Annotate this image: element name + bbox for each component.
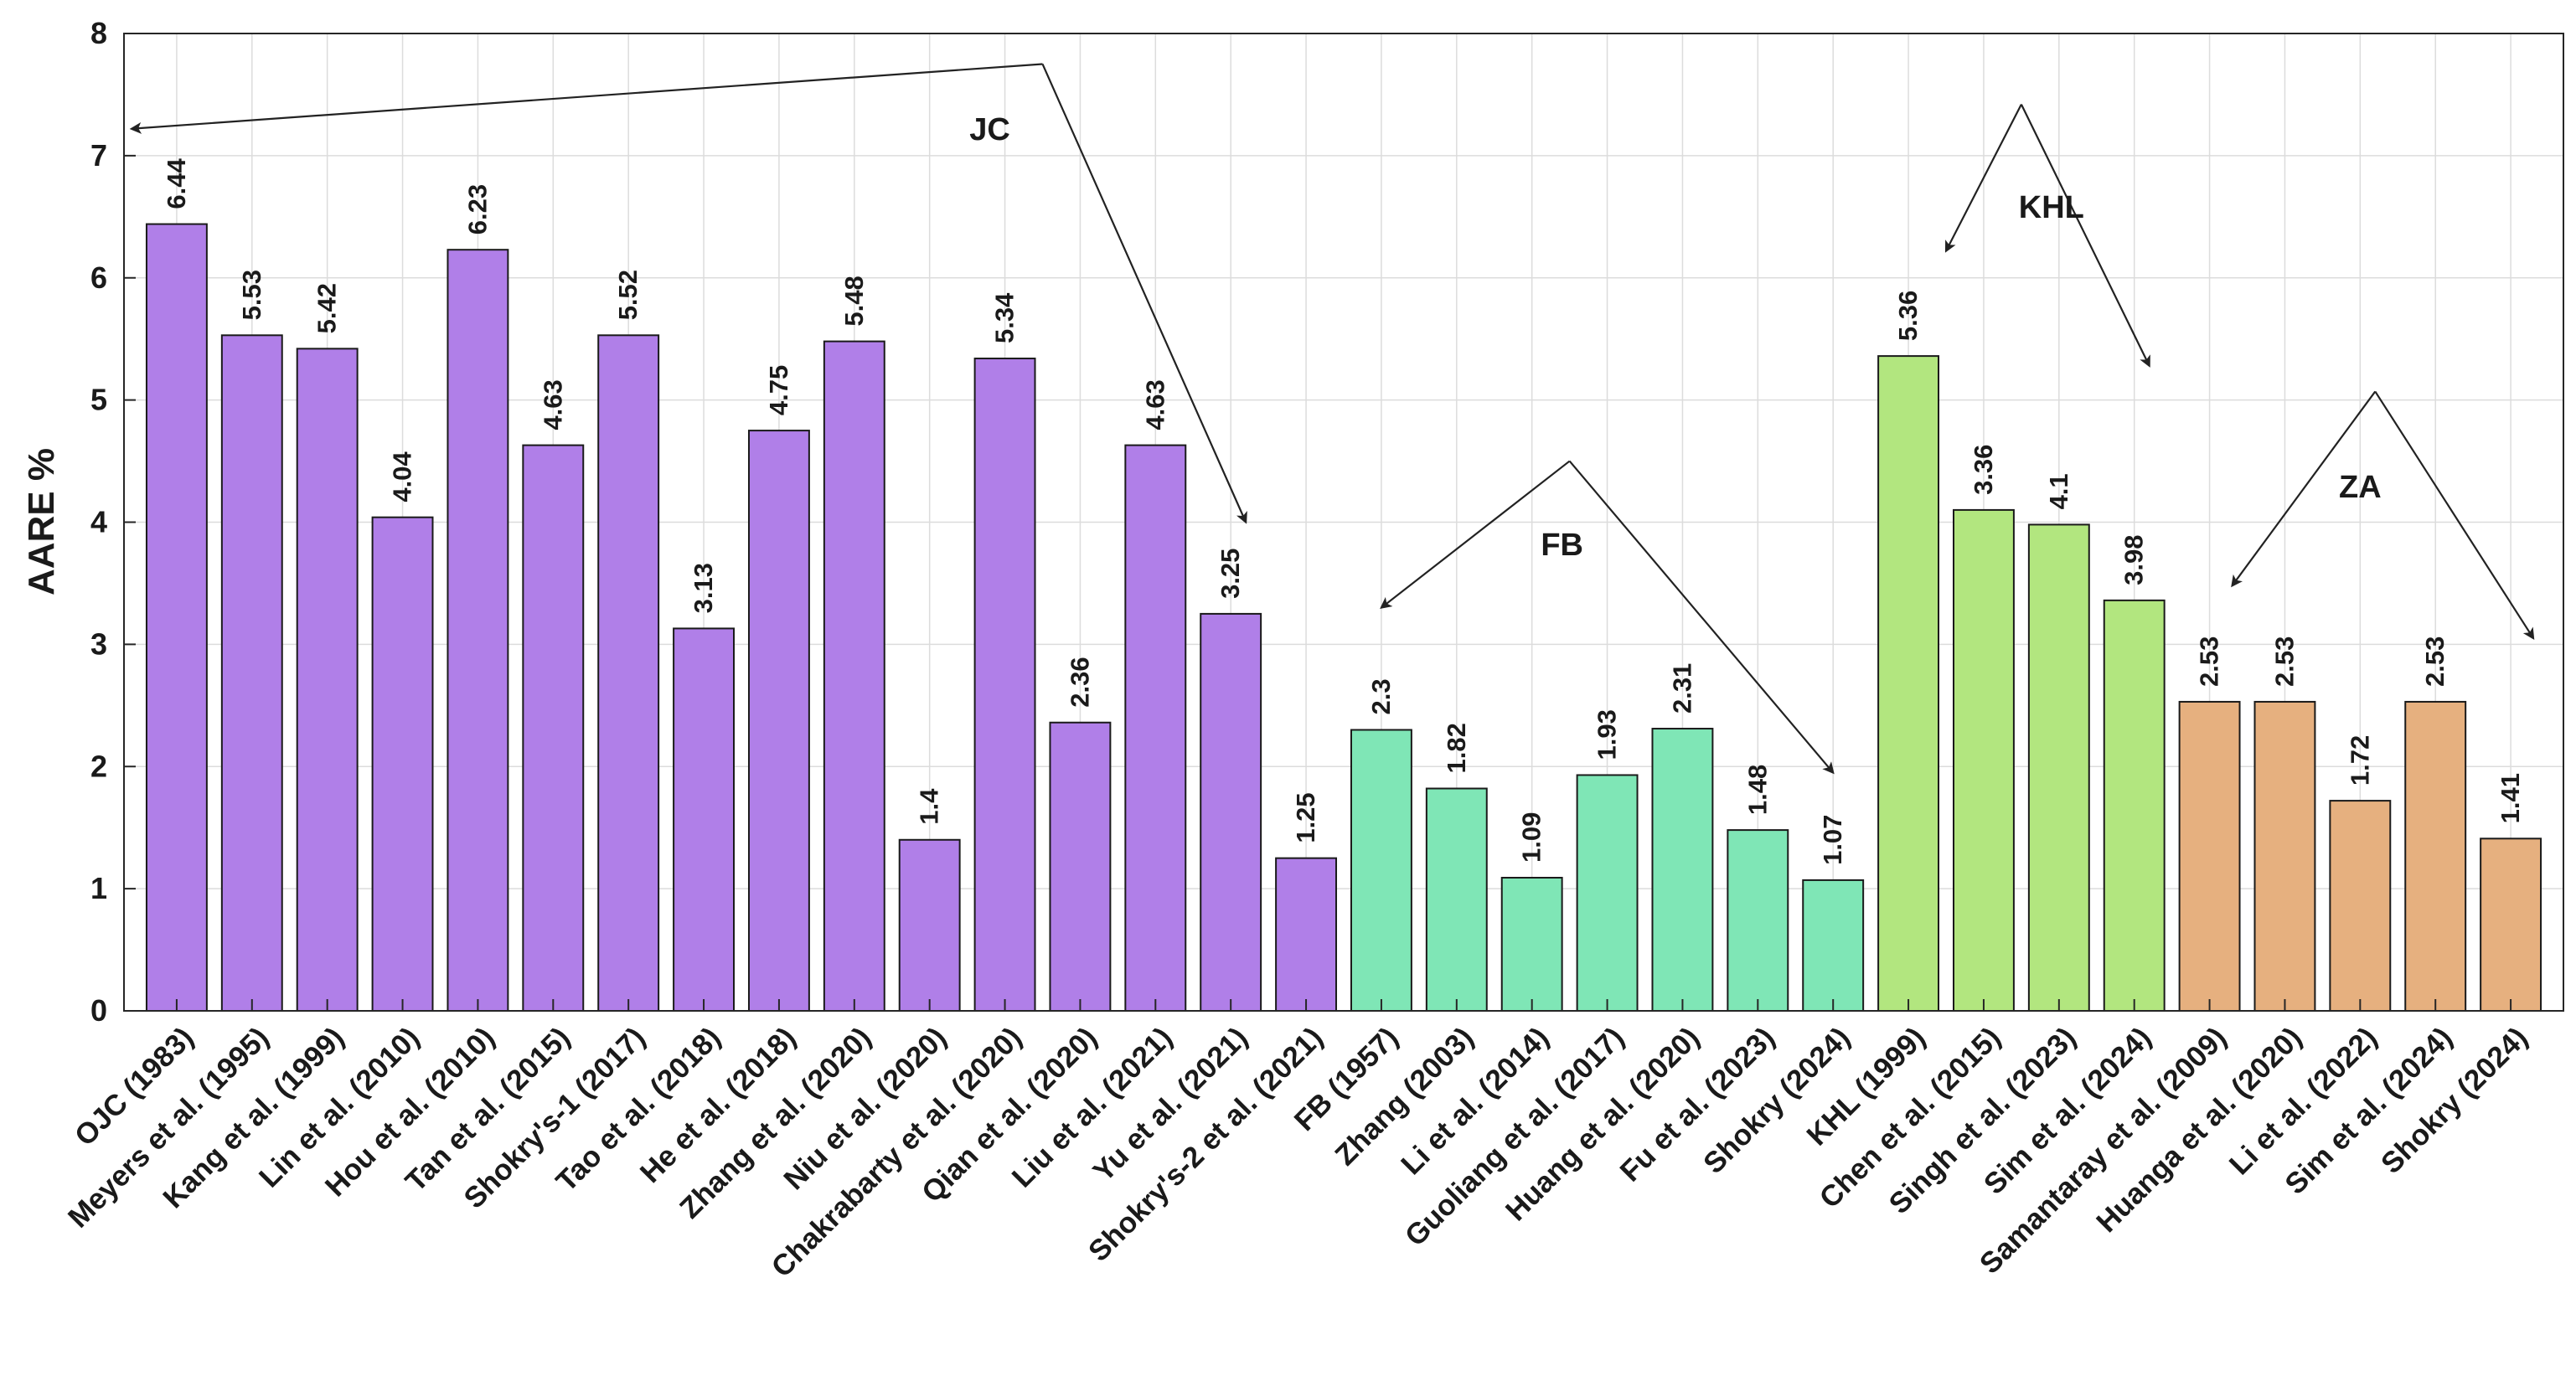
data-label: 1.4 (915, 788, 944, 825)
bar (673, 627, 735, 1012)
data-label: 5.52 (613, 270, 643, 320)
bar (2027, 523, 2090, 1012)
bar (2178, 700, 2241, 1013)
data-label: 5.53 (237, 270, 266, 320)
data-label: 4.63 (1140, 379, 1169, 430)
annotation-label: KHL (2019, 190, 2084, 225)
bar (220, 334, 283, 1012)
bar (1350, 729, 1412, 1012)
bar (2329, 800, 2392, 1012)
bar (747, 430, 810, 1012)
data-label: 5.42 (312, 283, 342, 333)
annotation-label: ZA (2339, 470, 2382, 505)
bar (1049, 721, 1112, 1012)
group-annotations: JC FB KHL ZA (129, 63, 2535, 775)
bar (522, 444, 585, 1012)
bar (1877, 355, 1940, 1012)
data-label: 2.53 (2195, 636, 2224, 687)
bar (2253, 700, 2316, 1013)
bar (1651, 728, 1714, 1012)
bar (2404, 700, 2467, 1013)
y-tick-label: 4 (90, 505, 107, 539)
annotation-arrow (2231, 390, 2377, 588)
bar (1500, 876, 1563, 1012)
data-label: 4.04 (388, 451, 417, 502)
data-label: 1.72 (2345, 735, 2374, 786)
data-label: 2.36 (1065, 657, 1094, 707)
data-label: 2.3 (1366, 678, 1396, 714)
annotation-arrow (2020, 104, 2150, 368)
annotation-label: JC (969, 112, 1010, 147)
bar (371, 516, 434, 1012)
bar (1124, 444, 1187, 1012)
bar (1200, 612, 1262, 1012)
data-label: 6.23 (462, 184, 492, 234)
data-label: 5.36 (1893, 291, 1923, 341)
bar (1576, 774, 1639, 1012)
bar (1802, 879, 1865, 1012)
data-label: 2.31 (1667, 663, 1696, 714)
bar (2103, 599, 2166, 1012)
data-label: 1.25 (1291, 792, 1320, 843)
annotation-arrow (1041, 64, 1247, 524)
data-label: 1.41 (2496, 773, 2525, 823)
data-label: 1.48 (1742, 765, 1772, 815)
bar (1275, 857, 1338, 1012)
data-label: 1.07 (1818, 815, 1847, 865)
data-labels: 6.44 5.53 5.42 4.04 6.23 4.63 5.52 3.13 4.75 5.48… (162, 157, 2525, 864)
data-label: 1.09 (1517, 812, 1546, 863)
annotation-arrow (129, 63, 1043, 134)
y-tick-label: 5 (90, 383, 107, 417)
bar (2480, 837, 2542, 1012)
y-tick-label: 8 (90, 16, 107, 50)
data-label: 1.93 (1593, 709, 1622, 760)
data-label: 4.1 (2044, 473, 2073, 509)
annotation-arrow (1380, 460, 1571, 610)
y-tick-label: 2 (90, 749, 107, 783)
annotation-label: FB (1541, 528, 1583, 563)
bar (973, 358, 1036, 1012)
annotation-arrow (1568, 460, 1835, 775)
y-tick-label: 3 (90, 626, 107, 661)
bar (823, 340, 885, 1013)
bar (898, 838, 961, 1013)
bar (447, 249, 509, 1013)
data-label: 3.13 (689, 563, 718, 613)
data-label: 3.98 (2119, 535, 2149, 585)
y-axis-label: AARE % (21, 448, 62, 595)
bar (1425, 787, 1488, 1012)
bar (597, 334, 660, 1012)
data-label: 4.63 (538, 379, 567, 430)
x-axis-ticks: OJC (1983)Meyers et al. (1995)Kang et al… (62, 999, 2534, 1284)
bars (145, 223, 2542, 1013)
y-tick-label: 7 (90, 138, 107, 173)
bar (145, 223, 208, 1012)
y-tick-label: 1 (90, 871, 107, 905)
data-label: 2.53 (2420, 636, 2450, 687)
data-label: 4.75 (764, 365, 793, 415)
bar (1727, 829, 1789, 1012)
data-label: 5.48 (839, 276, 869, 326)
data-label: 5.34 (990, 292, 1020, 343)
y-tick-label: 6 (90, 260, 107, 295)
data-label: 3.36 (1969, 445, 1998, 495)
data-label: 1.82 (1442, 723, 1471, 773)
y-axis-ticks: 0 1 2 3 4 5 6 7 8 (90, 16, 136, 1028)
bar (1953, 508, 2015, 1012)
annotation-arrow (2374, 390, 2535, 641)
data-label: 2.53 (2269, 636, 2299, 687)
y-tick-label: 0 (90, 993, 107, 1028)
bar (296, 348, 359, 1013)
annotation-arrow (1944, 104, 2022, 253)
data-label: 3.25 (1216, 549, 1245, 599)
data-label: 6.44 (162, 157, 191, 209)
